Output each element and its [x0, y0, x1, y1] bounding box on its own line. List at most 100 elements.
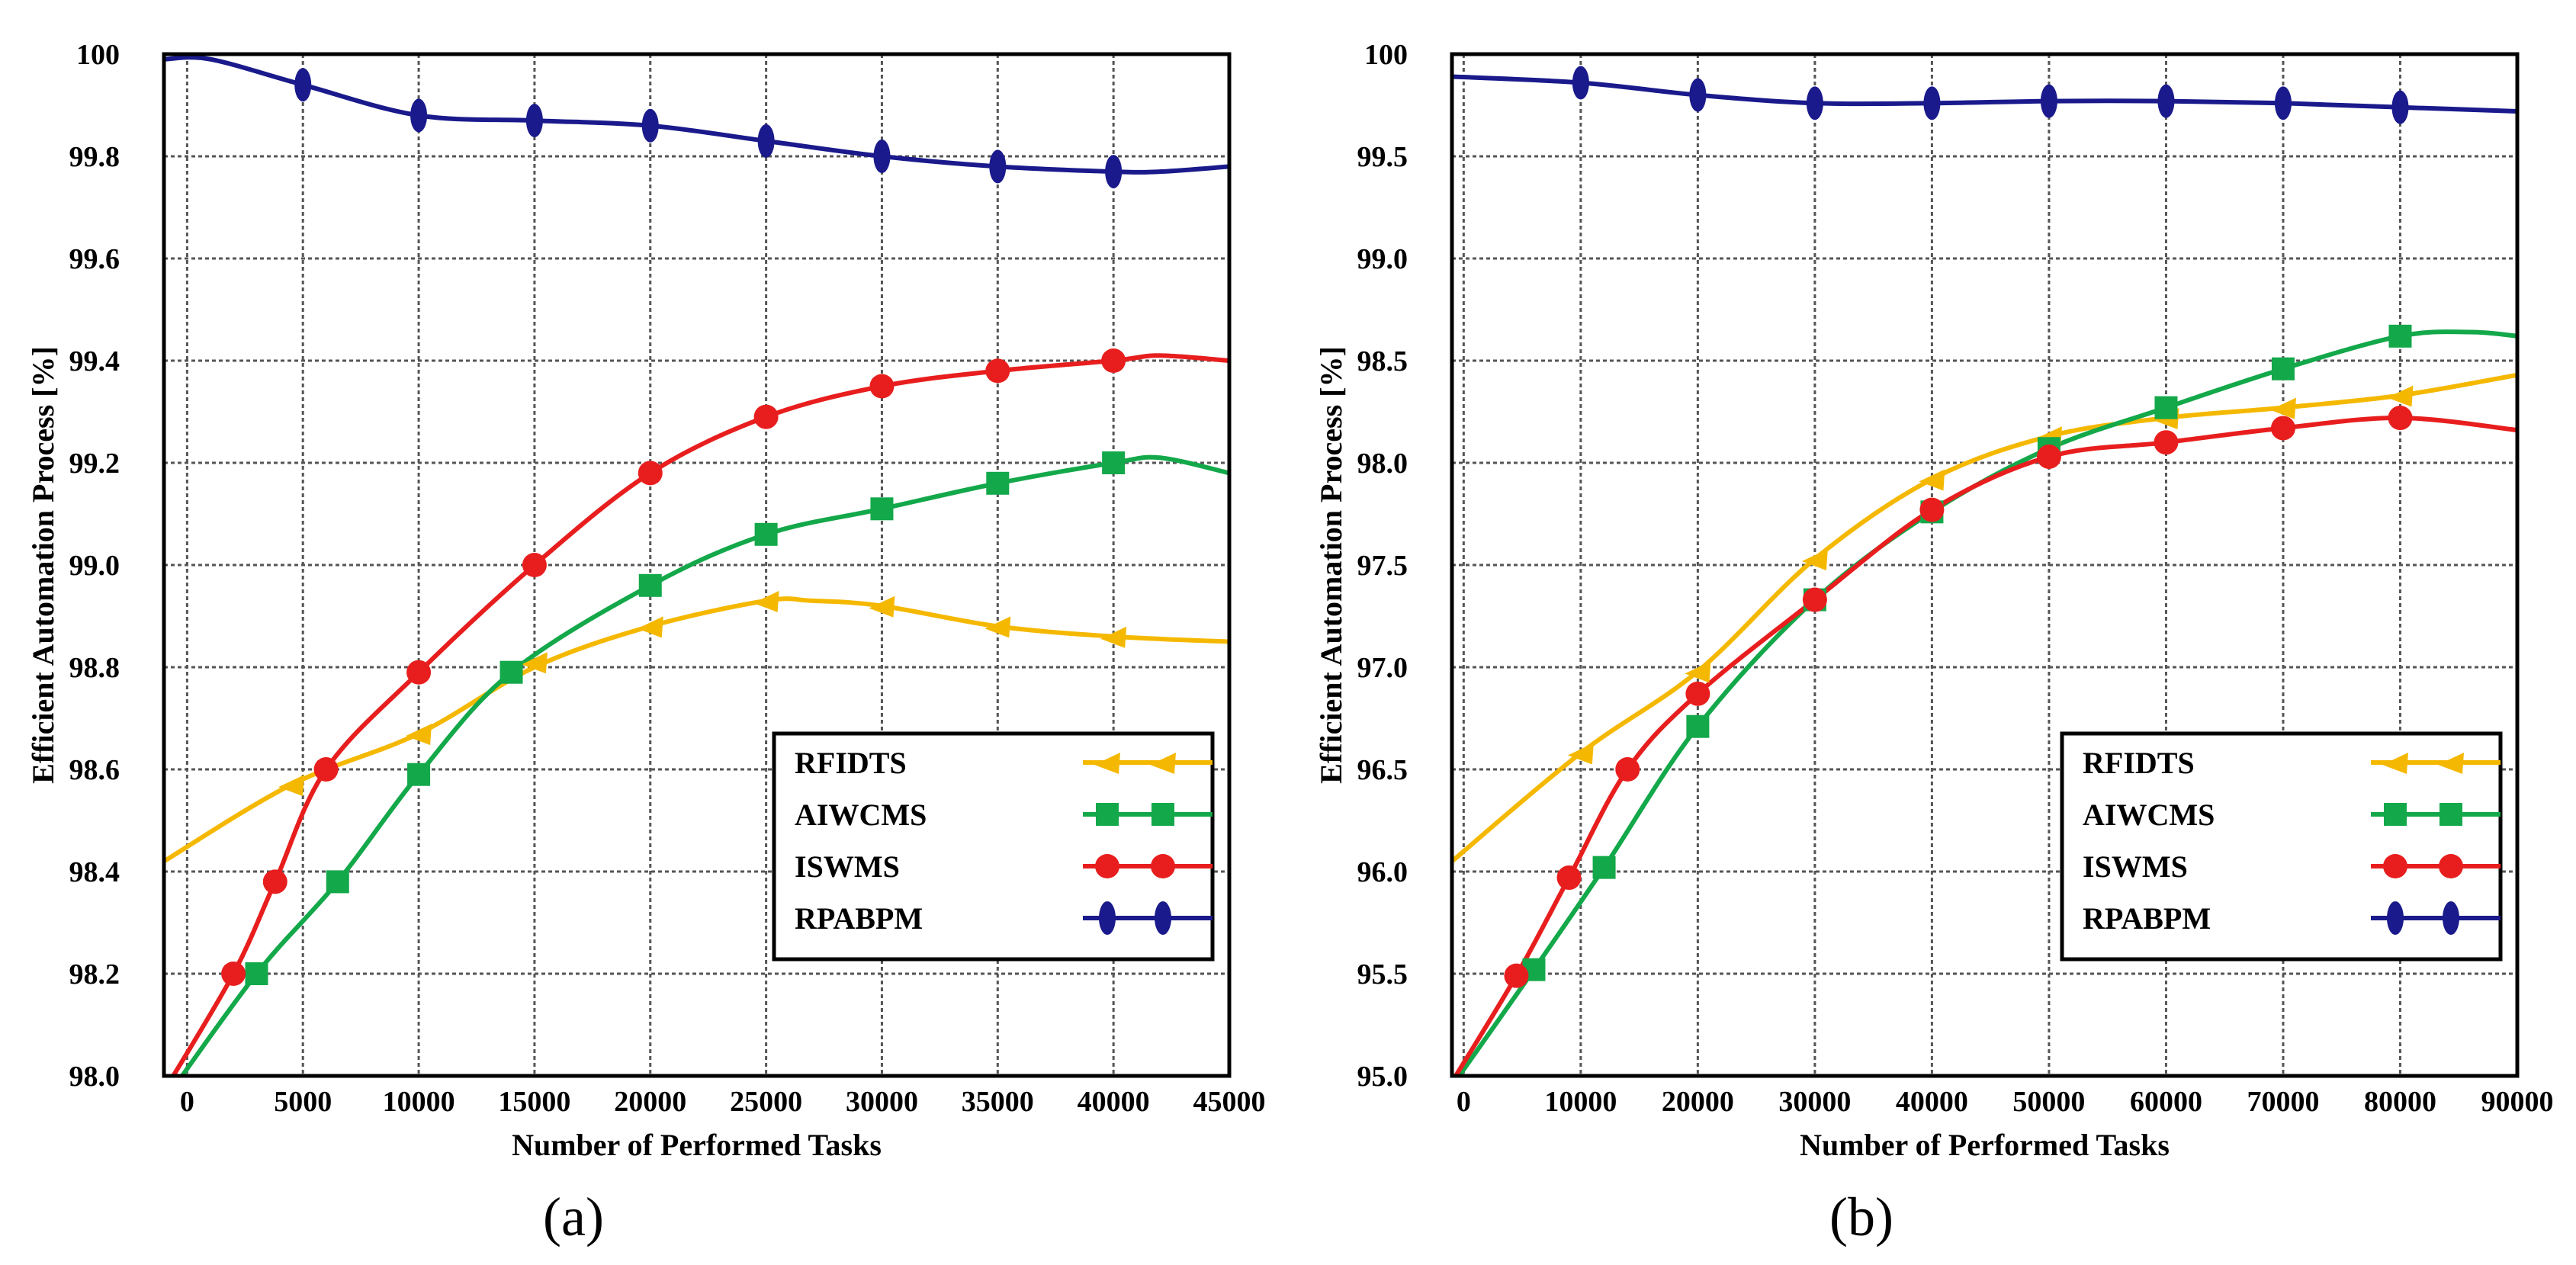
- legend-marker-rfidts: [1094, 753, 1120, 774]
- data-point-rpabpm: [1689, 78, 1707, 112]
- legend-marker-rfidts: [2438, 753, 2464, 774]
- x-tick-label: 30000: [846, 1086, 918, 1118]
- legend-label-rfidts: RFIDTS: [795, 746, 907, 780]
- data-point-iswms: [1802, 587, 1827, 612]
- legend-label-iswms: ISWMS: [795, 849, 900, 884]
- data-point-iswms: [1504, 963, 1529, 988]
- data-point-iswms: [2036, 444, 2061, 469]
- x-tick-label: 15000: [498, 1086, 570, 1118]
- data-point-rpabpm: [2391, 90, 2409, 124]
- data-point-aiwcms: [2154, 396, 2178, 419]
- data-point-rpabpm: [1806, 86, 1823, 120]
- x-tick-label: 20000: [614, 1086, 686, 1118]
- data-point-aiwcms: [499, 660, 523, 684]
- data-point-rfidts: [984, 616, 1011, 638]
- series-markers-iswms: [1504, 406, 2413, 988]
- series-line-rfidts: [164, 596, 1229, 864]
- legend-marker-aiwcms: [2384, 803, 2407, 826]
- data-point-rfidts: [1685, 661, 1711, 683]
- legend-marker-rpabpm: [1155, 901, 1171, 935]
- data-point-rfidts: [278, 775, 305, 797]
- x-tick-label: 0: [180, 1086, 194, 1118]
- x-tick-label: 80000: [2364, 1086, 2436, 1118]
- data-point-rfidts: [637, 616, 663, 638]
- y-tick-label: 99.2: [69, 448, 120, 480]
- x-tick-label: 5000: [274, 1086, 332, 1118]
- series-line-rpabpm: [1452, 74, 2517, 114]
- y-tick-label: 95.5: [1357, 958, 1408, 990]
- series-markers-rfidts: [278, 590, 1127, 797]
- series-markers-aiwcms: [245, 451, 1126, 985]
- data-point-rpabpm: [1105, 155, 1123, 189]
- x-tick-label: 35000: [962, 1086, 1034, 1118]
- x-axis-title: Number of Performed Tasks: [512, 1128, 882, 1162]
- data-point-iswms: [1615, 757, 1640, 782]
- data-point-rfidts: [1100, 626, 1127, 648]
- data-point-rpabpm: [1572, 66, 1589, 100]
- data-point-aiwcms: [754, 522, 778, 546]
- data-point-rpabpm: [641, 108, 659, 143]
- data-point-aiwcms: [1686, 714, 1710, 738]
- data-point-iswms: [406, 660, 432, 685]
- legend-marker-iswms: [1095, 854, 1119, 878]
- data-point-iswms: [1685, 681, 1710, 706]
- y-tick-label: 98.4: [69, 856, 120, 888]
- y-tick-label: 98.8: [69, 652, 120, 684]
- data-point-iswms: [1101, 348, 1126, 373]
- x-tick-label: 25000: [730, 1086, 802, 1118]
- data-point-rpabpm: [1923, 86, 1941, 120]
- x-tick-label: 45000: [1193, 1086, 1266, 1118]
- legend-label-iswms: ISWMS: [2083, 849, 2188, 884]
- data-point-iswms: [2388, 406, 2413, 431]
- data-point-iswms: [753, 404, 779, 429]
- y-tick-label: 97.5: [1357, 550, 1408, 582]
- data-point-iswms: [262, 869, 287, 894]
- data-point-rfidts: [869, 596, 895, 618]
- data-point-iswms: [2154, 430, 2179, 455]
- data-point-aiwcms: [638, 573, 662, 597]
- data-point-rfidts: [1919, 469, 1945, 491]
- y-tick-label: 99.8: [69, 141, 120, 173]
- panel-label: (b): [1829, 1186, 1893, 1247]
- y-tick-label: 97.0: [1357, 652, 1408, 684]
- data-point-iswms: [1556, 865, 1582, 891]
- y-axis-title: Efficient Automation Process [%]: [26, 346, 60, 784]
- x-axis-title: Number of Performed Tasks: [1800, 1128, 2170, 1162]
- x-tick-label: 30000: [1778, 1086, 1851, 1118]
- data-point-rfidts: [2269, 397, 2296, 419]
- legend-marker-rpabpm: [2387, 901, 2404, 935]
- x-tick-label: 10000: [1544, 1086, 1617, 1118]
- data-point-iswms: [869, 374, 895, 399]
- data-point-iswms: [638, 461, 663, 486]
- data-point-rpabpm: [2274, 86, 2292, 120]
- legend-marker-iswms: [2383, 854, 2407, 878]
- data-point-rfidts: [406, 724, 432, 746]
- legend-label-rfidts: RFIDTS: [2083, 746, 2195, 780]
- x-tick-label: 10000: [383, 1086, 455, 1118]
- chart-panel-a: 0 5000 10000 15000 20000 25000 30000 35000 40000…: [26, 39, 1266, 1247]
- y-tick-label: 98.0: [1357, 448, 1408, 480]
- data-point-iswms: [221, 962, 246, 986]
- y-tick-label: 95.0: [1357, 1061, 1408, 1093]
- legend-marker-rfidts: [1150, 753, 1176, 774]
- data-point-rpabpm: [757, 124, 775, 158]
- y-tick-label: 98.6: [69, 754, 120, 786]
- data-point-iswms: [522, 553, 547, 577]
- y-tick-label: 100: [1364, 39, 1408, 71]
- x-tick-label: 40000: [1896, 1086, 1968, 1118]
- legend-marker-aiwcms: [2439, 803, 2462, 826]
- legend-marker-rpabpm: [1099, 901, 1116, 935]
- y-tick-label: 99.0: [69, 550, 120, 582]
- x-tick-label: 90000: [2481, 1086, 2554, 1118]
- legend-marker-aiwcms: [1096, 803, 1119, 826]
- data-point-rpabpm: [2040, 84, 2057, 118]
- legend-box: [772, 731, 1215, 962]
- data-point-rpabpm: [294, 68, 312, 102]
- x-tick-label: 20000: [1662, 1086, 1734, 1118]
- legend-label-aiwcms: AIWCMS: [795, 798, 927, 832]
- y-tick-label: 99.0: [1357, 243, 1408, 275]
- y-tick-label: 96.5: [1357, 754, 1408, 786]
- y-tick-label: 99.5: [1357, 141, 1408, 173]
- data-point-iswms: [985, 358, 1010, 384]
- x-tick-label: 0: [1457, 1086, 1471, 1118]
